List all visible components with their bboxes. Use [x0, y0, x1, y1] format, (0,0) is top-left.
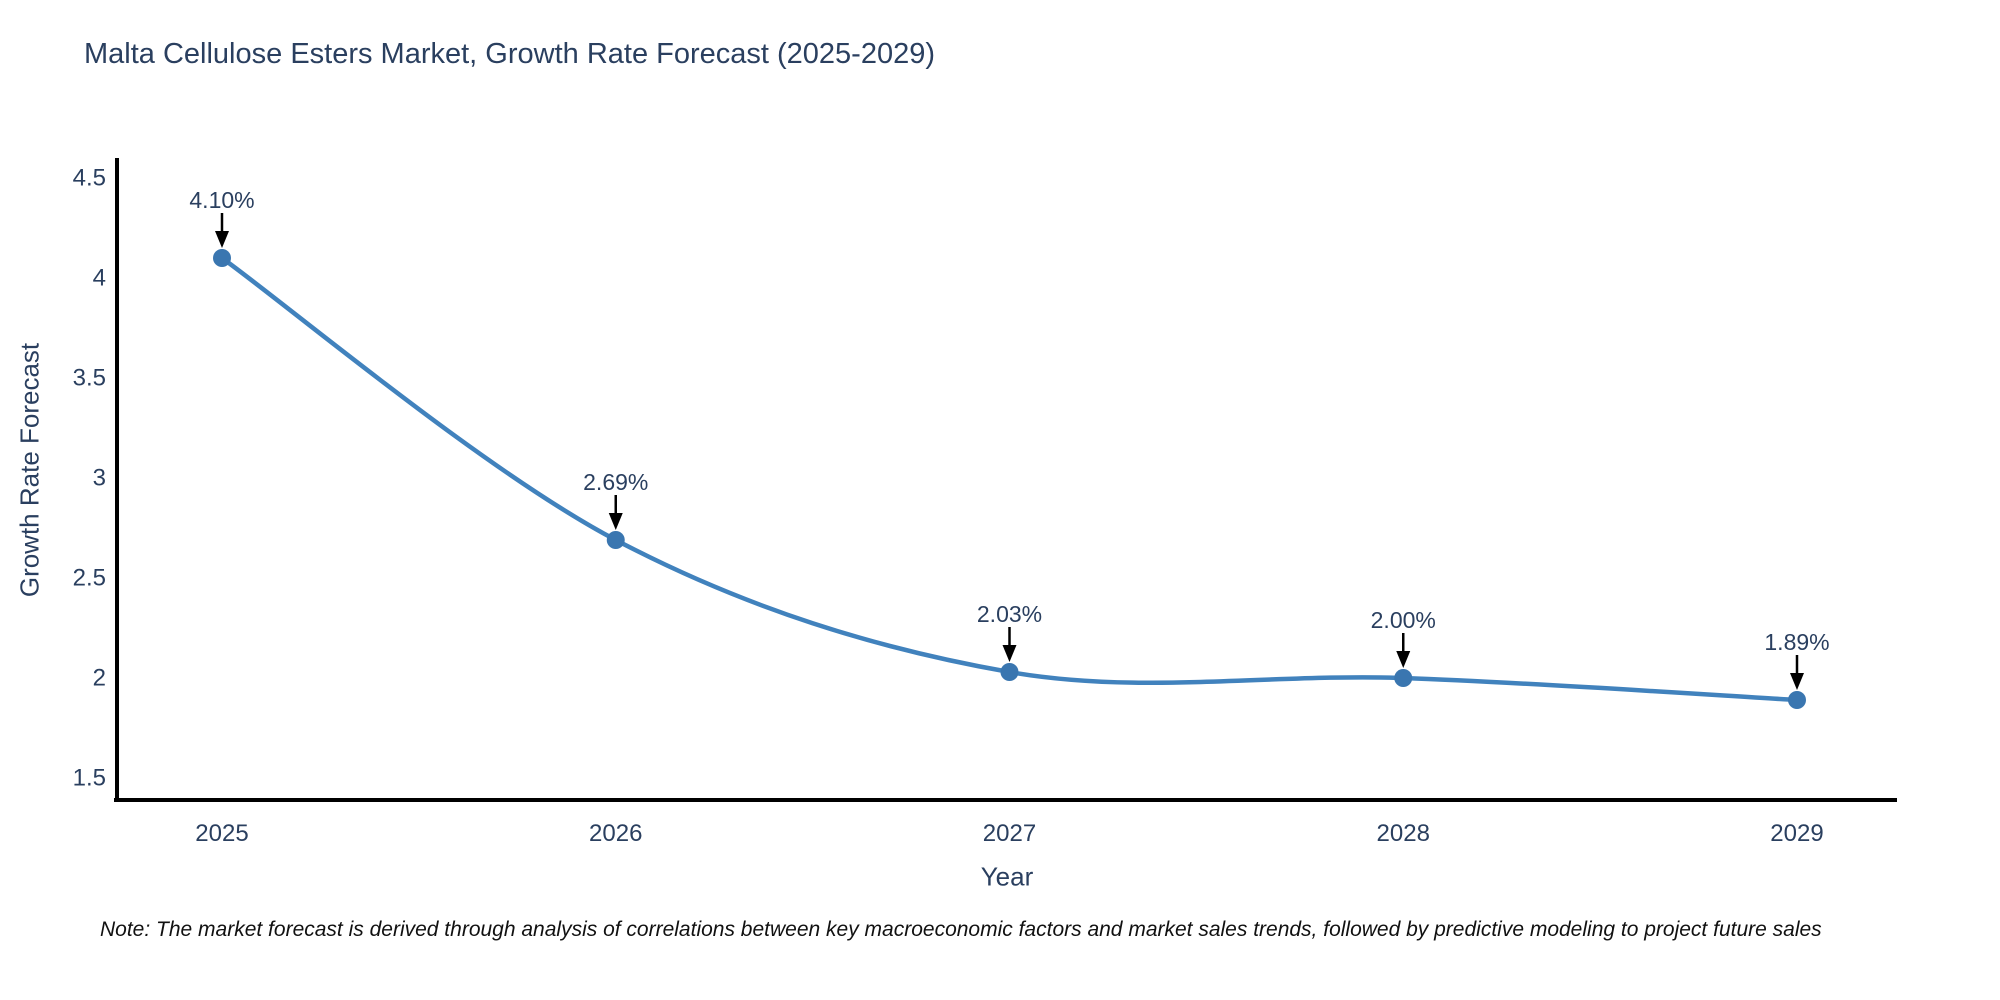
chart-title: Malta Cellulose Esters Market, Growth Ra… — [84, 38, 936, 70]
series-line — [219, 255, 1800, 703]
annotation-label: 1.89% — [1764, 629, 1829, 655]
annotation-label: 2.69% — [583, 469, 648, 495]
annotation-label: 2.00% — [1371, 607, 1436, 633]
x-tick-label: 2029 — [1770, 820, 1823, 847]
y-tick-label: 3 — [93, 465, 106, 492]
y-tick-label: 1.5 — [73, 765, 106, 792]
annotation-arrow-head — [1790, 673, 1804, 690]
x-tick-label: 2027 — [983, 820, 1036, 847]
data-point-marker[interactable] — [1394, 669, 1413, 687]
x-axis-title: Year — [980, 861, 1034, 892]
x-tick-label: 2028 — [1377, 820, 1430, 847]
data-point-marker[interactable] — [1000, 663, 1019, 681]
x-tick-label: 2025 — [195, 820, 248, 847]
y-tick-label: 4.5 — [73, 165, 106, 192]
annotation-label: 2.03% — [977, 601, 1042, 627]
annotation-arrow-head — [1002, 645, 1017, 662]
footnote: Note: The market forecast is derived thr… — [100, 918, 1822, 941]
x-tick-label: 2026 — [589, 820, 642, 847]
annotation-arrow-head — [608, 513, 623, 530]
y-axis-title: Growth Rate Forecast — [14, 342, 45, 598]
annotation-label: 4.10% — [189, 187, 254, 213]
data-point-marker[interactable] — [1788, 691, 1806, 709]
data-point-marker[interactable] — [213, 249, 231, 267]
data-point-marker[interactable] — [606, 531, 625, 549]
y-tick-label: 3.5 — [73, 365, 106, 392]
y-tick-label: 2.5 — [73, 565, 106, 592]
y-tick-label: 4 — [93, 265, 106, 292]
annotation-arrow-head — [1396, 651, 1411, 668]
y-tick-label: 2 — [93, 665, 106, 692]
annotation-arrow-head — [215, 231, 229, 248]
